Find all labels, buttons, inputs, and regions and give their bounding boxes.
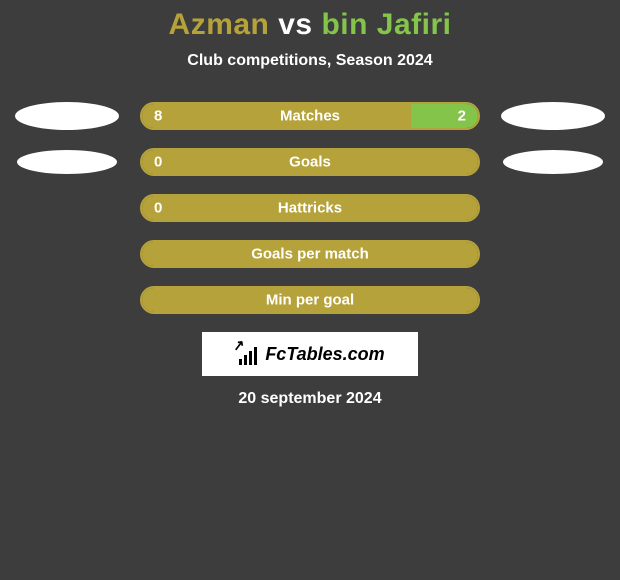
stat-bar: Matches 8 2 [140, 102, 480, 130]
stat-label: Hattricks [278, 200, 342, 217]
avatar-slot-left [12, 286, 122, 314]
player1-avatar [15, 102, 119, 130]
avatar-slot-left [12, 150, 122, 174]
chart-icon: ↗ [235, 343, 261, 365]
stat-label: Min per goal [266, 292, 354, 309]
stat-bar: Min per goal [140, 286, 480, 314]
avatar-slot-right [498, 102, 608, 130]
player1-avatar [17, 150, 117, 174]
subtitle: Club competitions, Season 2024 [0, 52, 620, 70]
stat-row: Goals per match [0, 240, 620, 268]
avatar-slot-left [12, 240, 122, 268]
bars-list: Matches 8 2 Goals 0 Hattricks 0 Goals per match… [0, 102, 620, 314]
date-text: 20 september 2024 [0, 390, 620, 408]
stat-label: Matches [280, 108, 340, 125]
stat-bar: Goals per match [140, 240, 480, 268]
avatar-slot-right [498, 150, 608, 174]
bar-fill-player1 [142, 104, 411, 128]
vs-text: vs [269, 8, 321, 41]
stat-bar: Hattricks 0 [140, 194, 480, 222]
stat-value-player1: 0 [154, 154, 162, 171]
player2-avatar [501, 102, 605, 130]
stat-row: Min per goal [0, 286, 620, 314]
stat-row: Matches 8 2 [0, 102, 620, 130]
stat-label: Goals [289, 154, 331, 171]
stat-value-player1: 0 [154, 200, 162, 217]
player2-avatar [503, 150, 603, 174]
stat-bar: Goals 0 [140, 148, 480, 176]
player2-name: bin Jafiri [321, 8, 451, 41]
avatar-slot-right [498, 286, 608, 314]
player1-name: Azman [169, 8, 270, 41]
stat-value-player2: 2 [458, 108, 466, 125]
logo-box[interactable]: ↗ FcTables.com [202, 332, 418, 376]
avatar-slot-left [12, 102, 122, 130]
stat-label: Goals per match [251, 246, 369, 263]
bar-fill-player2 [411, 104, 478, 128]
avatar-slot-right [498, 240, 608, 268]
stat-row: Hattricks 0 [0, 194, 620, 222]
page-title: Azman vs bin Jafiri [0, 8, 620, 42]
stat-value-player1: 8 [154, 108, 162, 125]
stat-row: Goals 0 [0, 148, 620, 176]
logo-text: FcTables.com [265, 344, 384, 365]
avatar-slot-right [498, 194, 608, 222]
comparison-container: Azman vs bin Jafiri Club competitions, S… [0, 0, 620, 408]
avatar-slot-left [12, 194, 122, 222]
